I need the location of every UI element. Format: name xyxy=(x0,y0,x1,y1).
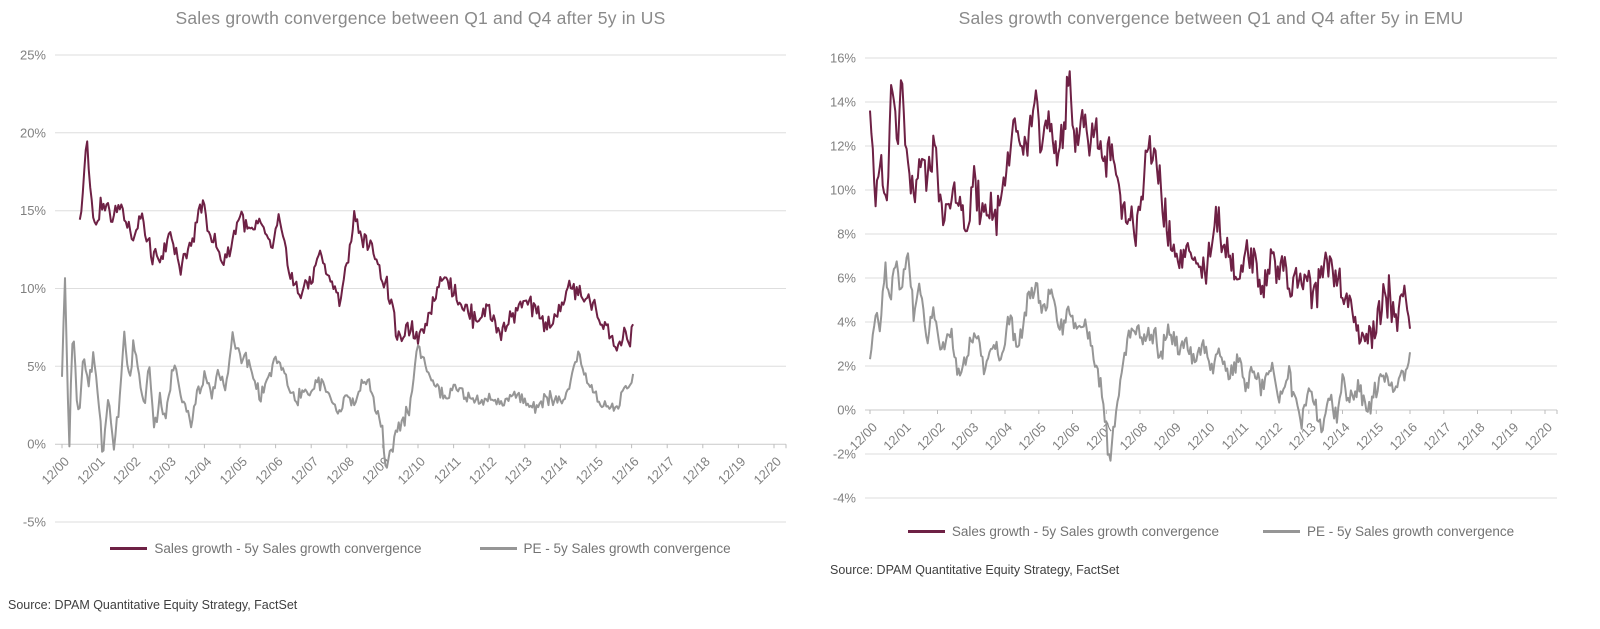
series-line-1 xyxy=(61,277,635,469)
svg-text:12/06: 12/06 xyxy=(1049,420,1083,454)
svg-text:12/07: 12/07 xyxy=(288,454,322,488)
legend-label-pe: PE - 5y Sales growth convergence xyxy=(523,541,731,556)
gridlines xyxy=(55,54,786,523)
svg-text:12/04: 12/04 xyxy=(982,420,1016,454)
svg-text:10%: 10% xyxy=(20,281,46,296)
svg-text:12/13: 12/13 xyxy=(501,454,535,488)
legend-item-pe: PE - 5y Sales growth convergence xyxy=(1263,524,1514,539)
svg-text:12/03: 12/03 xyxy=(145,454,179,488)
sales-growth-line-swatch xyxy=(907,530,945,533)
svg-text:12/10: 12/10 xyxy=(395,454,429,488)
svg-text:12/18: 12/18 xyxy=(679,454,713,488)
svg-text:12/18: 12/18 xyxy=(1454,420,1488,454)
svg-text:14%: 14% xyxy=(830,95,856,110)
emu-chart: Sales growth convergence between Q1 and … xyxy=(800,0,1600,629)
svg-text:12/00: 12/00 xyxy=(39,454,73,488)
legend-label-sales-growth: Sales growth - 5y Sales growth convergen… xyxy=(951,524,1220,539)
series-line-1 xyxy=(869,252,1411,462)
svg-text:12/04: 12/04 xyxy=(181,454,215,488)
svg-text:12/00: 12/00 xyxy=(847,420,881,454)
svg-text:12/02: 12/02 xyxy=(914,420,948,454)
svg-text:5%: 5% xyxy=(27,359,46,374)
pe-line-swatch xyxy=(1263,530,1301,533)
legend-item-sales-growth: Sales growth - 5y Sales growth convergen… xyxy=(907,524,1220,539)
emu-chart-legend: Sales growth - 5y Sales growth convergen… xyxy=(865,524,1557,539)
x-axis-labels: 12/00 12/01 12/02 12/03 12/04 12/05 12/06 12/07… xyxy=(847,420,1556,454)
svg-text:12/16: 12/16 xyxy=(608,454,642,488)
x-axis-labels: 12/00 12/01 12/02 12/03 12/04 12/05 12/06 12/07… xyxy=(39,454,785,488)
emu-chart-title: Sales growth convergence between Q1 and … xyxy=(958,8,1464,28)
y-axis-labels: 25% 20% 15% 10% 5% 0% -5% xyxy=(20,48,46,530)
svg-text:12/01: 12/01 xyxy=(880,420,914,454)
us-chart-source: Source: DPAM Quantitative Equity Strateg… xyxy=(8,598,298,612)
pe-line-swatch xyxy=(479,547,517,550)
svg-text:-4%: -4% xyxy=(833,491,857,506)
svg-text:0%: 0% xyxy=(27,437,46,452)
us-chart-title: Sales growth convergence between Q1 and … xyxy=(175,8,666,28)
svg-text:12/05: 12/05 xyxy=(217,454,251,488)
svg-text:20%: 20% xyxy=(20,125,46,140)
x-axis-ticks xyxy=(869,410,1558,414)
svg-text:2%: 2% xyxy=(837,359,856,374)
series-line-0 xyxy=(869,70,1411,350)
svg-text:12/15: 12/15 xyxy=(573,454,607,488)
svg-text:12/11: 12/11 xyxy=(431,454,464,487)
svg-text:12/14: 12/14 xyxy=(537,454,571,488)
svg-text:12/19: 12/19 xyxy=(715,454,749,488)
svg-text:12/12: 12/12 xyxy=(1252,420,1286,454)
svg-text:-2%: -2% xyxy=(833,447,857,462)
emu-chart-source: Source: DPAM Quantitative Equity Strateg… xyxy=(830,563,1120,577)
legend-label-sales-growth: Sales growth - 5y Sales growth convergen… xyxy=(154,541,422,556)
svg-text:12/01: 12/01 xyxy=(74,454,108,488)
svg-text:16%: 16% xyxy=(830,51,856,66)
svg-text:12/12: 12/12 xyxy=(466,454,500,488)
svg-text:12/17: 12/17 xyxy=(644,454,678,488)
svg-text:12/20: 12/20 xyxy=(1522,420,1556,454)
legend-item-sales-growth: Sales growth - 5y Sales growth convergen… xyxy=(110,541,422,556)
series-line-0 xyxy=(78,140,634,352)
svg-text:12/08: 12/08 xyxy=(1117,420,1151,454)
x-axis-ticks xyxy=(61,444,787,449)
svg-text:15%: 15% xyxy=(20,203,46,218)
svg-text:6%: 6% xyxy=(837,271,856,286)
svg-text:12/16: 12/16 xyxy=(1387,420,1421,454)
us-chart-legend: Sales growth - 5y Sales growth convergen… xyxy=(55,541,786,556)
svg-text:12/03: 12/03 xyxy=(948,420,982,454)
svg-text:12/10: 12/10 xyxy=(1184,420,1218,454)
svg-text:8%: 8% xyxy=(837,227,856,242)
us-chart: Sales growth convergence between Q1 and … xyxy=(8,8,787,612)
legend-label-pe: PE - 5y Sales growth convergence xyxy=(1307,524,1515,539)
emu-chart-plot: 16%14%12%10%8%6%4%2%0%-2%-4%12/00 12/01 12… xyxy=(830,51,1558,506)
svg-text:12/17: 12/17 xyxy=(1420,420,1454,454)
sales-growth-line-swatch xyxy=(110,547,148,550)
svg-text:12/05: 12/05 xyxy=(1015,420,1049,454)
us-chart-plot: 25%20%15%10%5%0%-5%12/00 12/01 12/02 12/03 1… xyxy=(20,48,787,530)
svg-text:0%: 0% xyxy=(837,403,856,418)
svg-text:12/15: 12/15 xyxy=(1353,420,1387,454)
svg-text:10%: 10% xyxy=(830,183,856,198)
svg-text:-5%: -5% xyxy=(23,515,47,530)
y-axis-labels: 16% 14% 12% 10% 8% 6% 4% 2% 0% -2% -4% xyxy=(830,51,856,506)
svg-text:12/08: 12/08 xyxy=(323,454,357,488)
legend-item-pe: PE - 5y Sales growth convergence xyxy=(479,541,731,556)
svg-text:12/06: 12/06 xyxy=(252,454,286,488)
svg-text:4%: 4% xyxy=(837,315,856,330)
svg-text:12/19: 12/19 xyxy=(1488,420,1522,454)
svg-text:12/11: 12/11 xyxy=(1218,420,1251,453)
svg-text:12/09: 12/09 xyxy=(1150,420,1184,454)
svg-text:12%: 12% xyxy=(830,139,856,154)
svg-text:25%: 25% xyxy=(20,48,46,63)
svg-text:12/02: 12/02 xyxy=(110,454,144,488)
svg-text:12/20: 12/20 xyxy=(751,454,785,488)
gridlines xyxy=(865,57,1557,499)
